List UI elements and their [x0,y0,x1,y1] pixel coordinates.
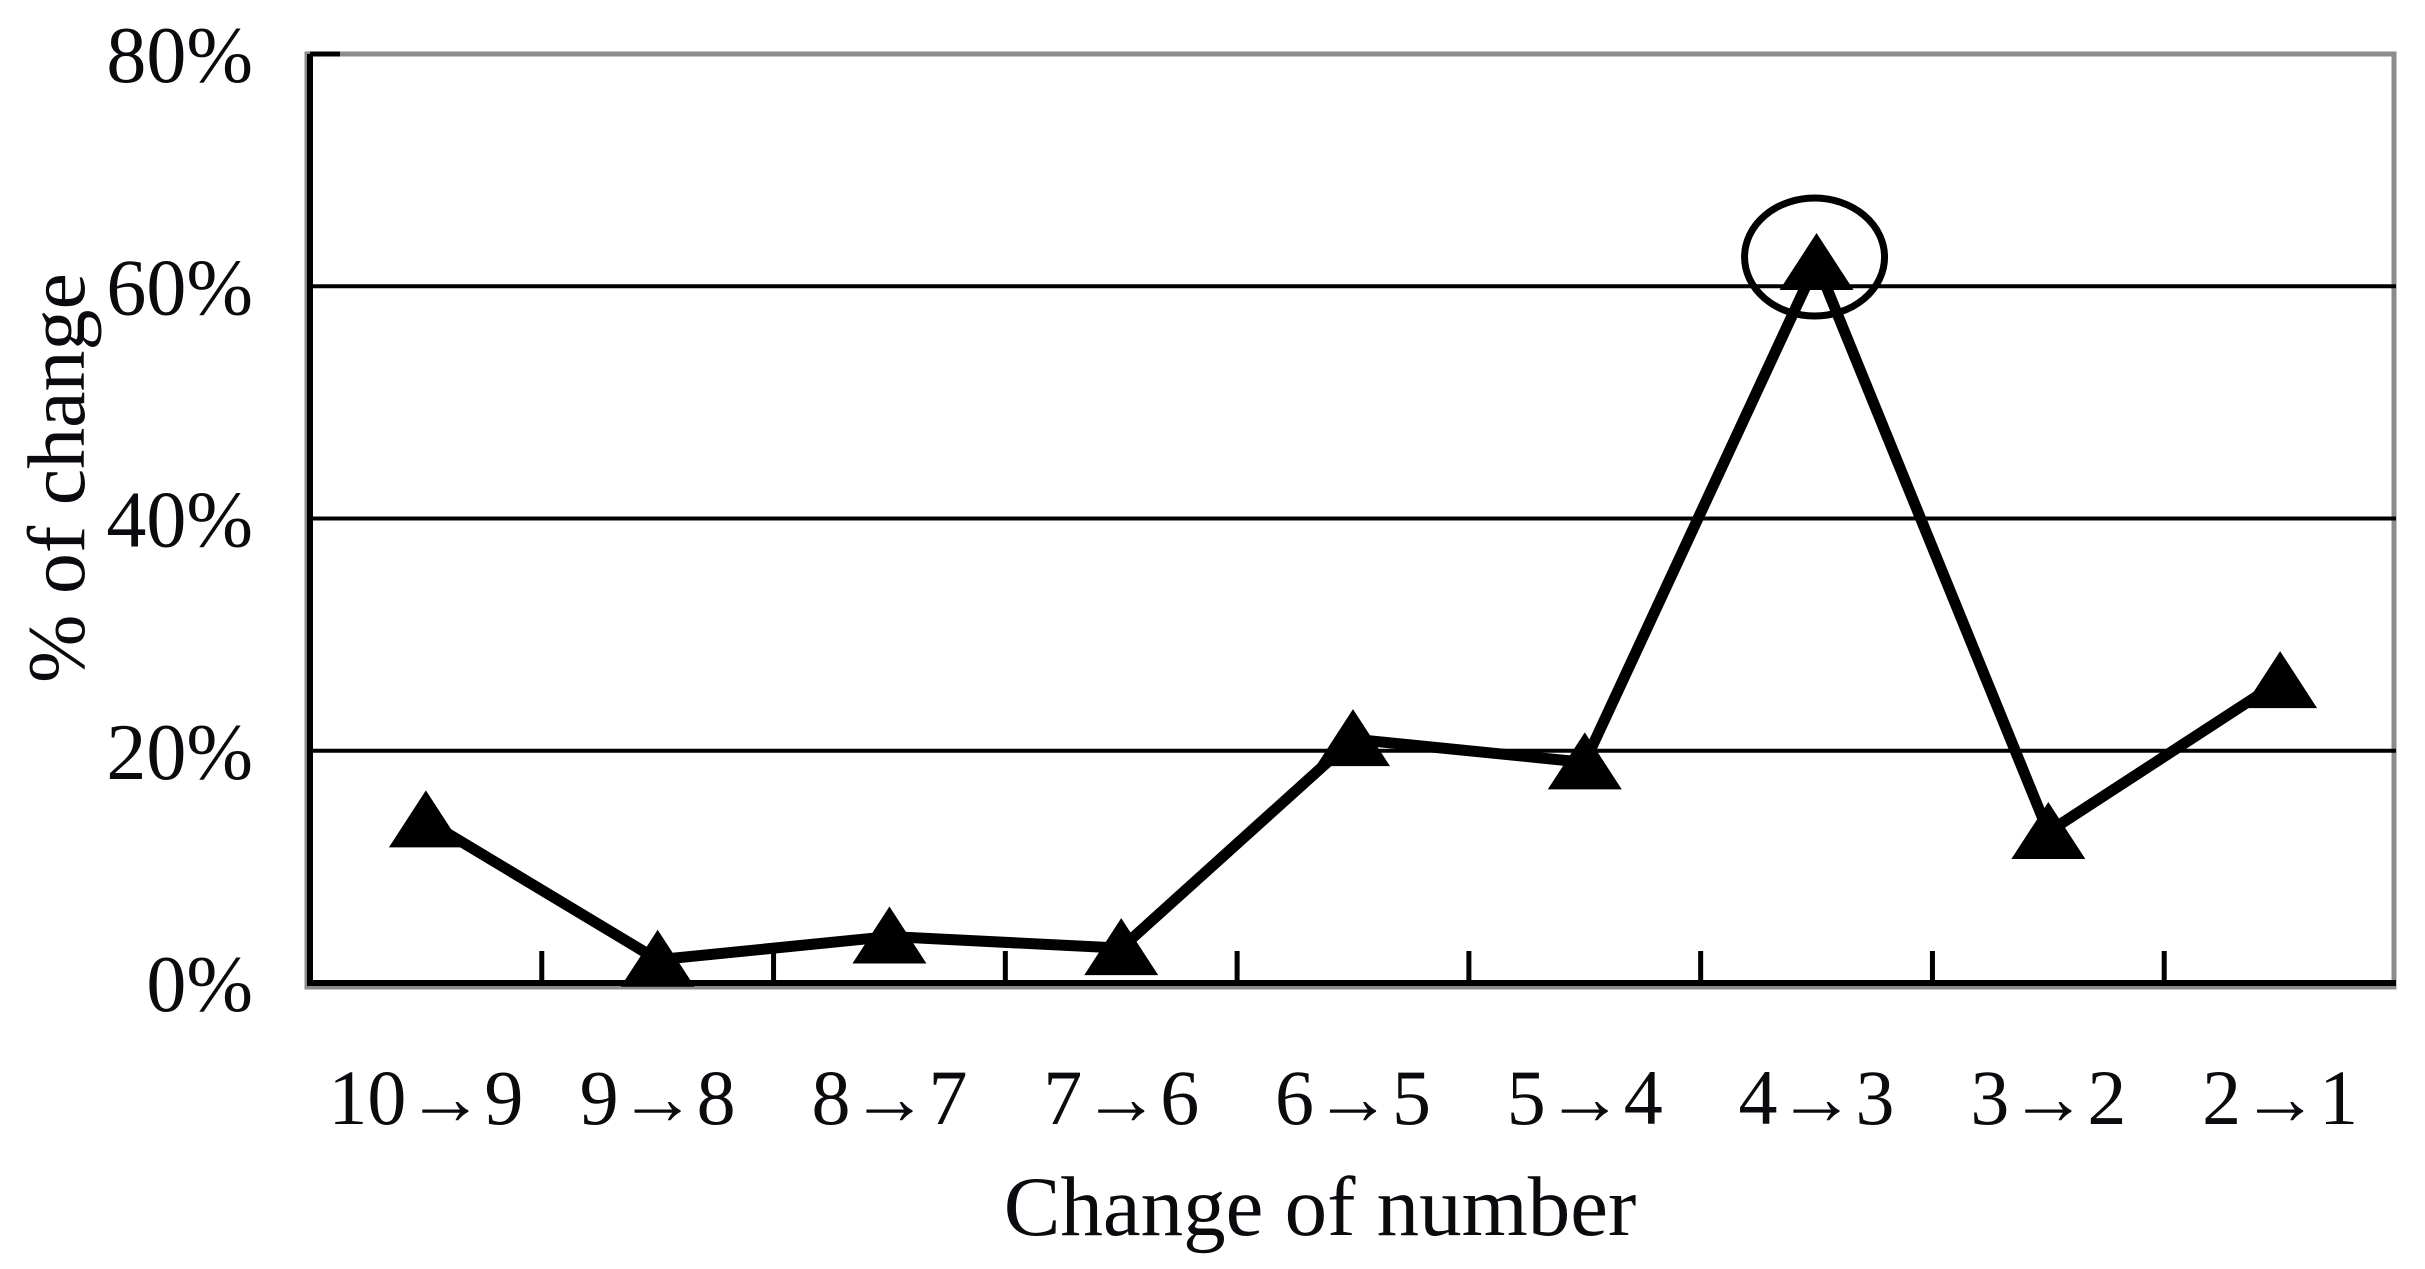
y-tick-label-40%: 40% [106,477,253,565]
data-point-marker-4→3 [1779,233,1854,291]
data-point-marker-3→2 [2011,802,2086,860]
y-tick-label-0%: 0% [146,941,253,1029]
y-tick-label-60%: 60% [106,244,253,332]
series-line [420,257,2286,966]
y-tick-label-80%: 80% [106,12,253,100]
data-point-marker-2→1 [2243,651,2318,709]
x-tick-label-8→7: 8→7 [811,1054,967,1141]
annotation-circle [1741,194,1889,320]
x-tick-label-10→9: 10→9 [328,1054,523,1141]
data-point-marker-9→8 [620,929,695,987]
x-tick-label-7→6: 7→6 [1043,1054,1199,1141]
data-point-marker-7→6 [1084,918,1159,976]
data-point-marker-5→4 [1547,732,1622,790]
data-point-marker-8→7 [852,906,927,964]
x-tick-label-6→5: 6→5 [1275,1054,1431,1141]
y-tick-label-20%: 20% [106,709,253,797]
x-tick-label-5→4: 5→4 [1507,1054,1663,1141]
x-axis-title: Change of number [1003,1160,1637,1254]
y-axis-title: % of change [11,273,102,683]
x-tick-label-2→1: 2→1 [2202,1054,2358,1141]
x-tick-label-4→3: 4→3 [1739,1054,1895,1141]
data-point-marker-6→5 [1316,709,1390,767]
x-tick-label-9→8: 9→8 [580,1054,736,1141]
x-tick-label-3→2: 3→2 [1970,1054,2126,1141]
data-point-marker-10→9 [388,790,463,848]
